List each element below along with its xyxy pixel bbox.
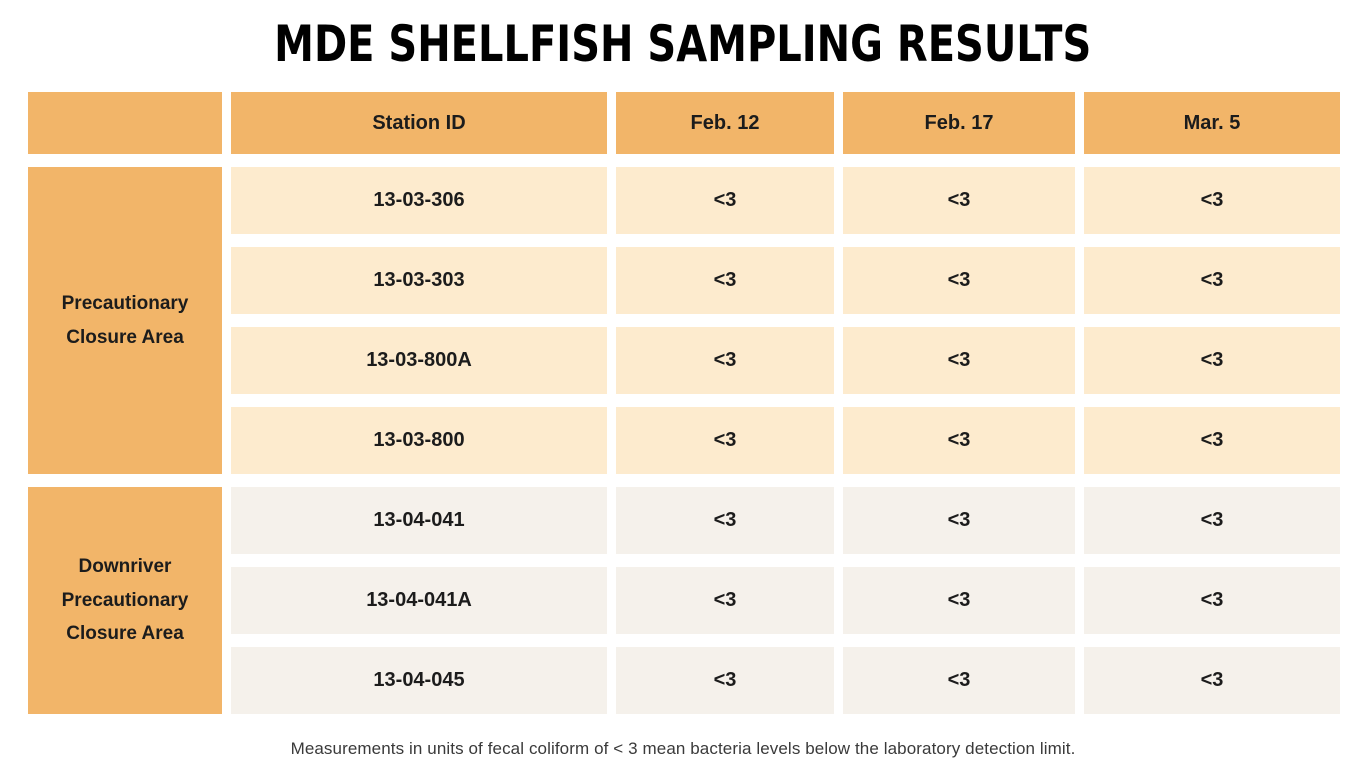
column-header-station-id: Station ID: [231, 92, 607, 154]
page-title: MDE SHELLFISH SAMPLING RESULTS: [0, 0, 1366, 76]
station-id-cell: 13-04-045: [231, 647, 607, 714]
sampling-results-table: Station ID Feb. 12 Feb. 17 Mar. 5 Precau…: [28, 92, 1340, 714]
value-cell: <3: [616, 487, 834, 554]
value-cell: <3: [1084, 487, 1340, 554]
value-cell: <3: [1084, 407, 1340, 474]
column-header-feb-12: Feb. 12: [616, 92, 834, 154]
corner-cell: [28, 92, 222, 154]
value-cell: <3: [843, 487, 1075, 554]
value-cell: <3: [616, 567, 834, 634]
value-cell: <3: [1084, 647, 1340, 714]
value-cell: <3: [843, 167, 1075, 234]
value-cell: <3: [616, 167, 834, 234]
station-id-cell: 13-04-041: [231, 487, 607, 554]
value-cell: <3: [843, 327, 1075, 394]
page-title-text: MDE SHELLFISH SAMPLING RESULTS: [274, 15, 1092, 73]
row-group-label-downriver-precautionary-closure-area: Downriver Precautionary Closure Area: [28, 487, 222, 714]
value-cell: <3: [843, 647, 1075, 714]
value-cell: <3: [1084, 327, 1340, 394]
station-id-cell: 13-03-800A: [231, 327, 607, 394]
value-cell: <3: [843, 567, 1075, 634]
station-id-cell: 13-04-041A: [231, 567, 607, 634]
station-id-cell: 13-03-303: [231, 247, 607, 314]
value-cell: <3: [1084, 567, 1340, 634]
value-cell: <3: [616, 247, 834, 314]
station-id-cell: 13-03-800: [231, 407, 607, 474]
row-group-label-precautionary-closure-area: Precautionary Closure Area: [28, 167, 222, 474]
station-id-cell: 13-03-306: [231, 167, 607, 234]
value-cell: <3: [1084, 247, 1340, 314]
column-header-feb-17: Feb. 17: [843, 92, 1075, 154]
value-cell: <3: [843, 407, 1075, 474]
value-cell: <3: [616, 327, 834, 394]
value-cell: <3: [1084, 167, 1340, 234]
value-cell: <3: [616, 407, 834, 474]
value-cell: <3: [616, 647, 834, 714]
column-header-mar-5: Mar. 5: [1084, 92, 1340, 154]
footnote: Measurements in units of fecal coliform …: [290, 739, 1076, 758]
value-cell: <3: [843, 247, 1075, 314]
